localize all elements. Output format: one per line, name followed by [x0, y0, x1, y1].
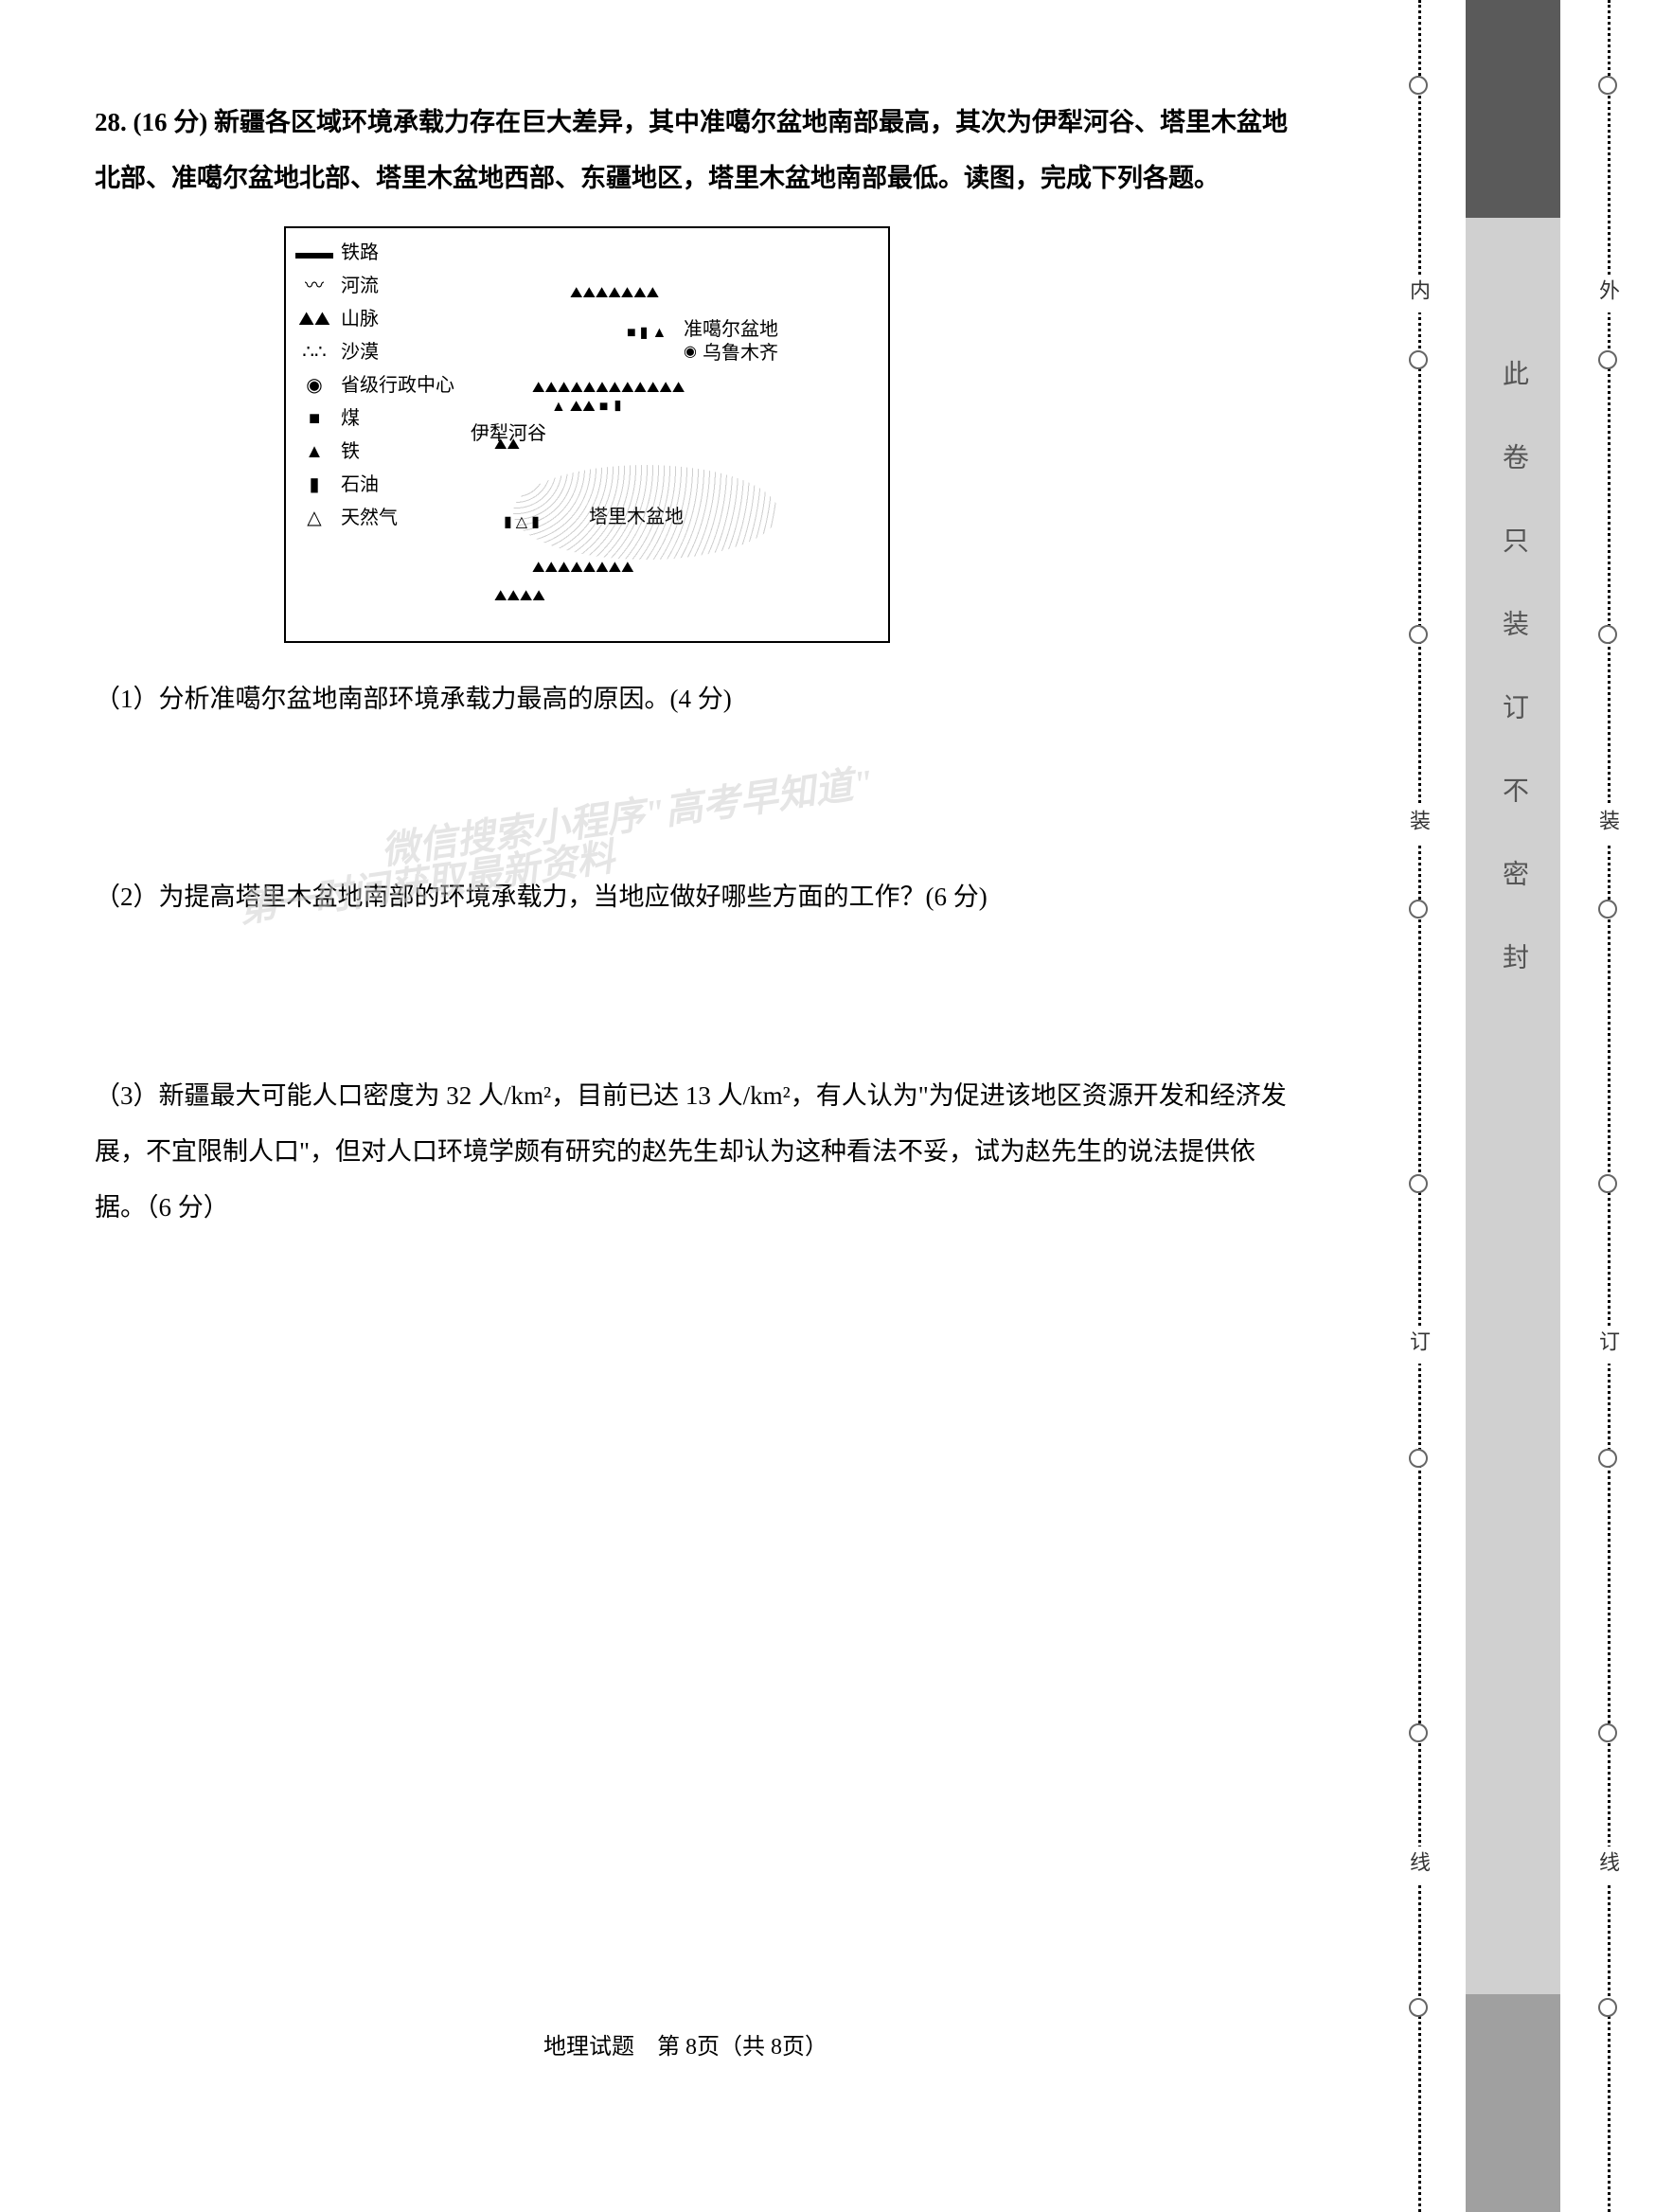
map-legend: ▬▬ 铁路 〰 河流 ⛰⛰ 山脉 ∴∴ 沙漠 ◉ 省级行政中心	[295, 238, 466, 536]
circle-marker	[1409, 350, 1428, 369]
inner-text-1: 内	[1403, 275, 1433, 312]
mountain-icon: ⛰⛰	[295, 304, 333, 334]
legend-coal-label: 煤	[341, 403, 360, 434]
circle-marker	[1598, 1174, 1617, 1193]
legend-mountain-label: 山脉	[341, 304, 379, 334]
circle-marker	[1409, 1174, 1428, 1193]
legend-gas-label: 天然气	[341, 503, 398, 533]
gray-dark-bottom	[1466, 1994, 1560, 2212]
coal-icon: ■	[295, 403, 333, 434]
circle-marker	[1598, 625, 1617, 644]
outer-text-4: 线	[1593, 1846, 1623, 1884]
inner-text-4: 线	[1403, 1846, 1433, 1884]
outer-text-2: 装	[1593, 805, 1623, 843]
legend-mountain: ⛰⛰ 山脉	[295, 304, 466, 334]
sub-question-2: （2）为提高塔里木盆地南部的环境承载力，当地应做好哪些方面的工作？(6 分)	[95, 869, 1295, 925]
content-area: 28. (16 分) 新疆各区域环境承载力存在巨大差异，其中准噶尔盆地南部最高，…	[0, 0, 1371, 2212]
circle-marker	[1598, 900, 1617, 919]
legend-gas: △ 天然气	[295, 503, 466, 533]
inner-text-2: 装	[1403, 805, 1433, 843]
legend-railway-label: 铁路	[341, 238, 379, 268]
gray-binding-column: 此卷只装订不密封	[1466, 0, 1560, 2212]
map-figure: ▬▬ 铁路 〰 河流 ⛰⛰ 山脉 ∴∴ 沙漠 ◉ 省级行政中心	[284, 226, 890, 643]
legend-river-label: 河流	[341, 271, 379, 301]
legend-desert-label: 沙漠	[341, 337, 379, 367]
legend-railway: ▬▬ 铁路	[295, 238, 466, 268]
footer-subject: 地理试题	[543, 2035, 634, 2060]
outer-text-3: 订	[1593, 1326, 1623, 1364]
legend-iron-label: 铁	[341, 437, 360, 467]
river-icon: 〰	[295, 271, 333, 301]
legend-desert: ∴∴ 沙漠	[295, 337, 466, 367]
sub-question-3: （3）新疆最大可能人口密度为 32 人/km²，目前已达 13 人/km²，有人…	[95, 1068, 1295, 1237]
circle-marker	[1598, 1723, 1617, 1742]
legend-capital-label: 省级行政中心	[341, 370, 454, 401]
circle-marker	[1409, 1723, 1428, 1742]
map-terrain: ⛰⛰⛰⛰⛰⛰⛰ ■ ▮ ▲ ◉ ⛰⛰⛰⛰⛰⛰⛰⛰⛰⛰⛰⛰ ▲ ⛰⛰ ■ ▮ ⛰⛰…	[475, 266, 879, 632]
circle-marker	[1598, 1998, 1617, 2017]
inner-text-3: 订	[1403, 1326, 1433, 1364]
footer-page: 第 8页（共 8页）	[657, 2035, 828, 2060]
legend-river: 〰 河流	[295, 271, 466, 301]
circle-marker	[1598, 76, 1617, 95]
circle-marker	[1409, 1998, 1428, 2017]
circle-marker	[1409, 1449, 1428, 1468]
gray-dark-top	[1466, 0, 1560, 218]
outer-text-1: 外	[1593, 275, 1623, 312]
oil-icon: ▮	[295, 470, 333, 500]
legend-coal: ■ 煤	[295, 403, 466, 434]
railway-icon: ▬▬	[295, 238, 333, 268]
watermark-line1: 微信搜索小程序"高考早知道"	[378, 752, 877, 875]
circle-marker	[1598, 1449, 1617, 1468]
question-header: 28. (16 分) 新疆各区域环境承载力存在巨大差异，其中准噶尔盆地南部最高，…	[95, 95, 1295, 207]
legend-oil: ▮ 石油	[295, 470, 466, 500]
circle-marker	[1409, 76, 1428, 95]
legend-iron: ▲ 铁	[295, 437, 466, 467]
binding-sidebar: 内 装 订 线 此卷只装订不密封 外 装 订	[1371, 0, 1655, 2212]
legend-capital: ◉ 省级行政中心	[295, 370, 466, 401]
legend-oil-label: 石油	[341, 470, 379, 500]
outer-binding-column: 外 装 订 线	[1560, 0, 1655, 2212]
circle-marker	[1409, 625, 1428, 644]
sub-question-1: （1）分析准噶尔盆地南部环境承载力最高的原因。(4 分)	[95, 671, 1295, 727]
inner-binding-column: 内 装 订 线	[1371, 0, 1466, 2212]
gas-icon: △	[295, 503, 333, 533]
question-intro: 新疆各区域环境承载力存在巨大差异，其中准噶尔盆地南部最高，其次为伊犁河谷、塔里木…	[95, 108, 1288, 192]
desert-icon: ∴∴	[295, 337, 333, 367]
page-footer: 地理试题 第 8页（共 8页）	[0, 2027, 1371, 2060]
circle-marker	[1409, 900, 1428, 919]
page-container: 28. (16 分) 新疆各区域环境承载力存在巨大差异，其中准噶尔盆地南部最高，…	[0, 0, 1655, 2212]
question-number: 28.	[95, 108, 127, 136]
capital-icon: ◉	[295, 370, 333, 401]
gray-binding-text: 此卷只装订不密封	[1494, 360, 1532, 1026]
question-points: (16 分)	[133, 108, 208, 136]
circle-marker	[1598, 350, 1617, 369]
iron-icon: ▲	[295, 437, 333, 467]
